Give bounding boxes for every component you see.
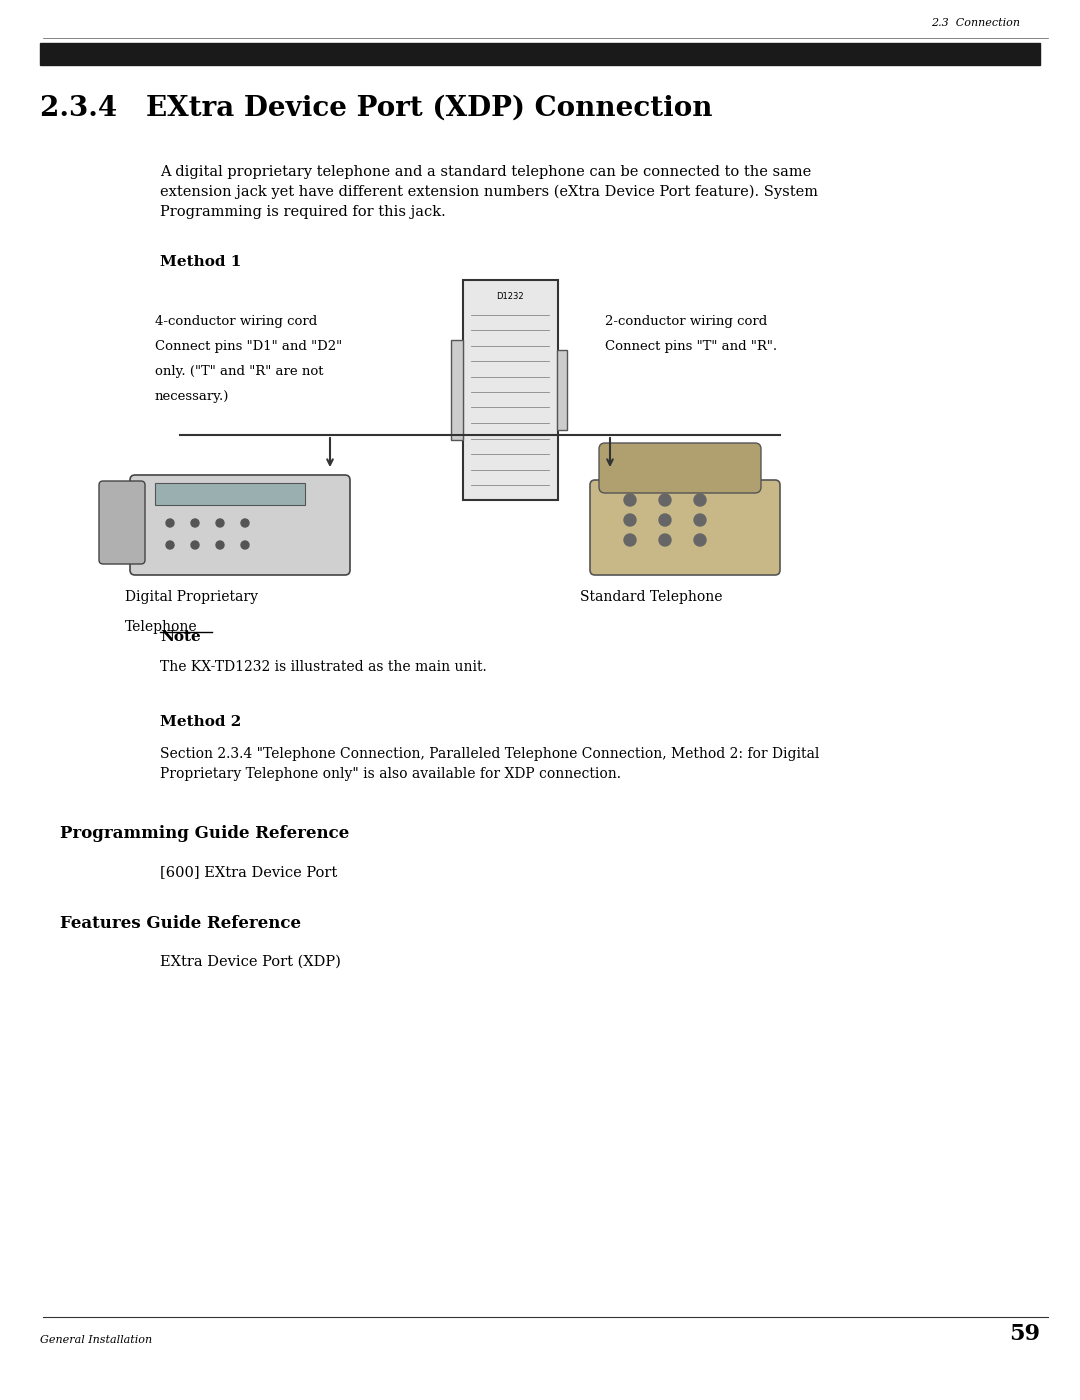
Text: 2.3.4   EXtra Device Port (XDP) Connection: 2.3.4 EXtra Device Port (XDP) Connection (40, 95, 713, 122)
Text: only. ("T" and "R" are not: only. ("T" and "R" are not (156, 365, 324, 378)
Text: Method 1: Method 1 (160, 255, 241, 269)
Text: Section 2.3.4 "Telephone Connection, Paralleled Telephone Connection, Method 2: : Section 2.3.4 "Telephone Connection, Par… (160, 748, 820, 781)
Circle shape (241, 497, 249, 505)
Circle shape (166, 519, 174, 526)
Text: necessary.): necessary.) (156, 391, 229, 403)
Circle shape (659, 533, 671, 546)
Circle shape (166, 540, 174, 549)
Circle shape (216, 497, 224, 505)
Text: Digital Proprietary: Digital Proprietary (125, 589, 258, 603)
Text: EXtra Device Port (XDP): EXtra Device Port (XDP) (160, 955, 341, 969)
Circle shape (624, 533, 636, 546)
Bar (156, 483, 305, 505)
Text: Telephone: Telephone (125, 620, 198, 634)
Text: Note: Note (160, 630, 201, 644)
Text: D1232: D1232 (496, 293, 524, 301)
Circle shape (659, 514, 671, 526)
Bar (40, 43, 1040, 64)
Circle shape (191, 497, 199, 505)
Circle shape (216, 540, 224, 549)
Text: 59: 59 (1009, 1323, 1040, 1345)
Circle shape (624, 494, 636, 505)
Text: 2-conductor wiring cord: 2-conductor wiring cord (605, 315, 767, 328)
Text: [600] EXtra Device Port: [600] EXtra Device Port (160, 865, 337, 879)
Circle shape (216, 519, 224, 526)
Text: Method 2: Method 2 (160, 715, 241, 729)
Bar (557, 350, 567, 430)
FancyBboxPatch shape (590, 480, 780, 575)
Circle shape (191, 540, 199, 549)
Text: The KX-TD1232 is illustrated as the main unit.: The KX-TD1232 is illustrated as the main… (160, 659, 487, 673)
FancyBboxPatch shape (599, 442, 761, 493)
Text: Features Guide Reference: Features Guide Reference (60, 916, 301, 932)
Circle shape (624, 514, 636, 526)
Text: 2.3  Connection: 2.3 Connection (931, 18, 1020, 28)
Circle shape (694, 494, 706, 505)
Text: Programming Guide Reference: Programming Guide Reference (60, 825, 349, 841)
Circle shape (694, 514, 706, 526)
Bar (450, 340, 462, 440)
Text: Connect pins "D1" and "D2": Connect pins "D1" and "D2" (156, 340, 342, 353)
Circle shape (659, 494, 671, 505)
Text: A digital proprietary telephone and a standard telephone can be connected to the: A digital proprietary telephone and a st… (160, 165, 818, 218)
Circle shape (694, 533, 706, 546)
Circle shape (241, 540, 249, 549)
Circle shape (241, 519, 249, 526)
Circle shape (191, 519, 199, 526)
FancyBboxPatch shape (130, 475, 350, 575)
Text: General Installation: General Installation (40, 1336, 152, 1345)
Text: Connect pins "T" and "R".: Connect pins "T" and "R". (605, 340, 778, 353)
Text: 4-conductor wiring cord: 4-conductor wiring cord (156, 315, 318, 328)
Text: Standard Telephone: Standard Telephone (580, 589, 723, 603)
Circle shape (166, 497, 174, 505)
FancyBboxPatch shape (99, 482, 145, 564)
Bar (462, 280, 557, 500)
